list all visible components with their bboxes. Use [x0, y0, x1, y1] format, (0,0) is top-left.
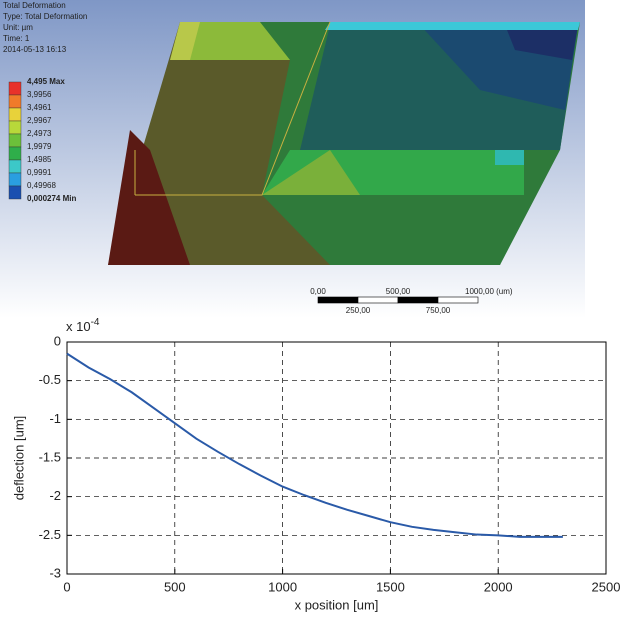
x-tick-label: 2000	[484, 579, 513, 594]
scale-label: 0,00	[310, 287, 326, 296]
legend-swatch	[8, 159, 22, 174]
y-tick-label: -2	[49, 488, 61, 503]
edge	[135, 21, 331, 196]
legend-swatch	[8, 81, 22, 96]
x-tick-label: 500	[164, 579, 186, 594]
legend-swatch	[8, 107, 22, 122]
scale-label: 250,00	[346, 306, 371, 315]
legend-swatch	[8, 172, 22, 187]
x-tick-label: 0	[63, 579, 70, 594]
scale-segment	[357, 296, 399, 304]
plot: 0 500 1000 1500 2000 2500 0 -0.5 -1 -1.5 -2 -2.5 -3 x…	[11, 317, 620, 613]
contour	[108, 130, 190, 265]
legend-label: 0,9991	[27, 168, 52, 177]
y-tick-label: -0.5	[39, 372, 61, 387]
legend-swatch	[8, 146, 22, 161]
legend-label: 0,000274 Min	[27, 194, 76, 203]
contour	[325, 22, 580, 30]
contour	[495, 150, 524, 165]
y-axis-label: deflection [um]	[11, 416, 26, 501]
x-tick-label: 1000	[268, 579, 297, 594]
legend-label: 4,495 Max	[27, 77, 65, 86]
scale-segment	[317, 296, 359, 304]
title: Total Deformation	[3, 1, 66, 10]
y-tick-label: -3	[49, 565, 61, 580]
contour	[262, 150, 360, 195]
date-line: 2014-05-13 16:13	[3, 45, 67, 54]
y-exponent: x 10-4	[66, 317, 100, 335]
scale-label: 750,00	[426, 306, 451, 315]
scale-label: 1000,00 (um)	[465, 287, 513, 296]
legend-swatch	[8, 94, 22, 109]
legend-label: 1,4985	[27, 155, 52, 164]
legend-label: 3,9956	[27, 90, 52, 99]
data-line	[66, 352, 563, 538]
x-tick-label: 2500	[592, 579, 620, 594]
legend-label: 2,4973	[27, 129, 52, 138]
y-tick-label: -2.5	[39, 527, 61, 542]
legend-label: 0,49968	[27, 181, 56, 190]
legend-swatch	[8, 120, 22, 135]
unit-line: Unit: µm	[3, 23, 33, 32]
legend-label: 1,9979	[27, 142, 52, 151]
legend: 4,495 Max 3,9956 3,4961 2,9967 2,4973 1,9979 1…	[8, 77, 76, 203]
contour	[505, 25, 578, 60]
scale-label: 500,00	[386, 287, 411, 296]
y-tick-label: 0	[54, 333, 61, 348]
y-tick-label: -1	[49, 411, 61, 426]
type-line: Type: Total Deformation	[3, 12, 87, 21]
scale-segment	[397, 296, 439, 304]
legend-swatch	[8, 185, 22, 200]
legend-label: 3,4961	[27, 103, 52, 112]
legend-label: 2,9967	[27, 116, 52, 125]
legend-swatch	[8, 133, 22, 148]
scale-bar: 0,00 500,00 1000,00 (um) 250,00 750,00	[310, 287, 513, 315]
exponent-power: -4	[91, 317, 100, 328]
exponent-base: x 10	[66, 319, 91, 334]
scale-segment	[437, 296, 479, 304]
time-line: Time: 1	[3, 34, 30, 43]
x-axis-label: x position [um]	[295, 597, 379, 612]
y-tick-label: -1.5	[39, 449, 61, 464]
axes-box	[66, 341, 607, 575]
x-tick-label: 1500	[376, 579, 405, 594]
fea-view: Total Deformation Type: Total Deformatio…	[0, 0, 585, 318]
